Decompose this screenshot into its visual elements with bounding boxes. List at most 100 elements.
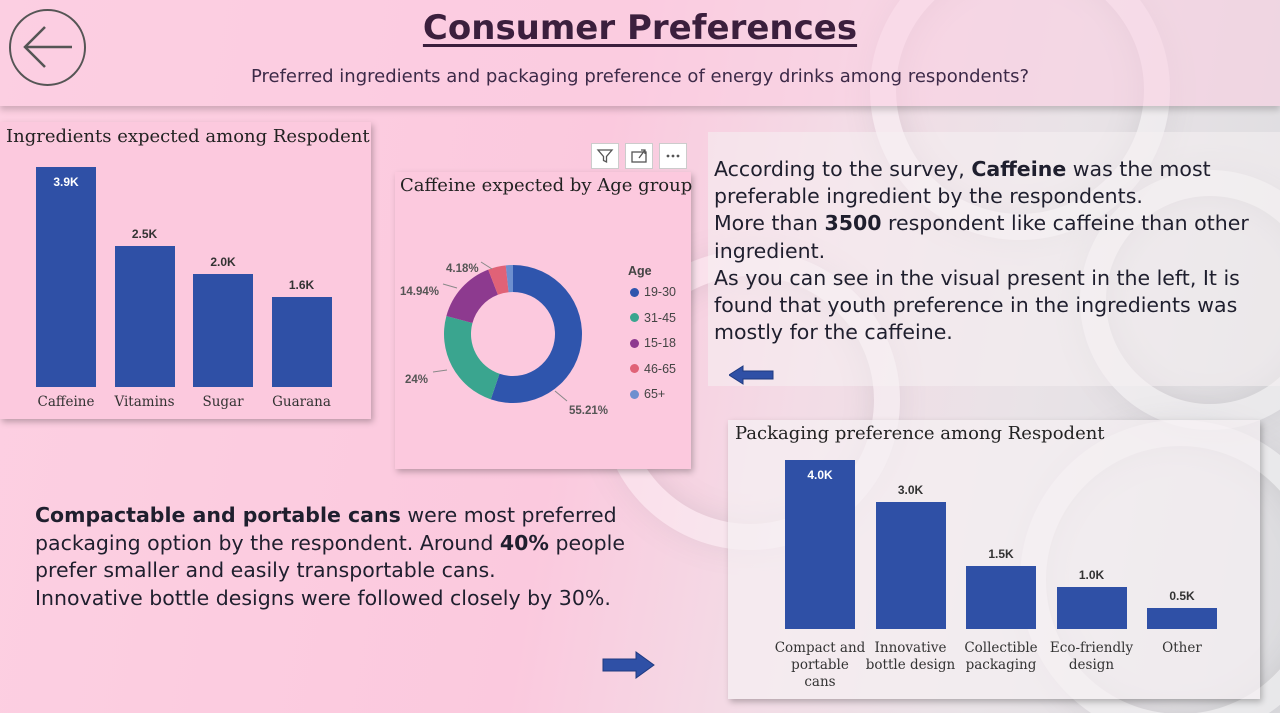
text-line: As you can see in the visual present in … bbox=[714, 265, 1249, 292]
text-line: preferable ingredient by the respondents… bbox=[714, 183, 1249, 210]
category-label-line: design bbox=[1068, 657, 1115, 673]
text-run: According to the survey, bbox=[714, 157, 972, 181]
text-run: Innovative bottle designs were followed … bbox=[35, 585, 611, 610]
text-line: Compactable and portable cans were most … bbox=[35, 502, 625, 530]
donut-slice-46-65[interactable] bbox=[488, 265, 509, 295]
donut-slice-15-18[interactable] bbox=[446, 269, 498, 324]
caffeine-donut-chart bbox=[432, 261, 582, 403]
legend-swatch bbox=[630, 338, 639, 348]
legend-item[interactable]: 15-18 bbox=[630, 336, 676, 350]
packaging-bar-chart: 4.0K Compact and portable cans 3.0K Innovativ… bbox=[728, 420, 1260, 699]
legend-title: Age bbox=[628, 264, 652, 278]
category-label-line: Vitamins bbox=[114, 394, 175, 410]
bar-guarana[interactable] bbox=[271, 296, 332, 387]
donut-data-label: 4.18% bbox=[446, 263, 479, 275]
focus-mode-button[interactable] bbox=[625, 143, 653, 169]
donut-slice-31-45[interactable] bbox=[444, 315, 500, 400]
category-label: Eco-friendly design bbox=[1042, 640, 1142, 674]
data-label: 0.5K bbox=[1169, 588, 1195, 603]
emphasis-text: Caffeine bbox=[971, 157, 1067, 181]
data-label: 1.6K bbox=[288, 277, 315, 292]
ingredients-insight-text: According to the survey, Caffeine was th… bbox=[714, 156, 1249, 346]
category-label-line: Innovative bbox=[874, 640, 947, 656]
text-line: According to the survey, Caffeine was th… bbox=[714, 156, 1249, 183]
data-label: 4.0K bbox=[807, 468, 833, 482]
left-arrow-icon bbox=[729, 365, 774, 385]
leader-line bbox=[432, 369, 448, 373]
text-line: prefer smaller and easily transportable … bbox=[35, 557, 625, 585]
bar-eco-friendly-design[interactable] bbox=[1056, 586, 1127, 629]
page-subtitle: Preferred ingredients and packaging pref… bbox=[250, 66, 1030, 87]
emphasis-text: 3500 bbox=[824, 211, 882, 236]
bar-innovative-bottle-design[interactable] bbox=[875, 502, 946, 629]
data-label: 2.0K bbox=[210, 255, 236, 270]
category-label-line: packaging bbox=[965, 657, 1037, 673]
text-run: More than bbox=[714, 211, 825, 236]
back-button[interactable] bbox=[9, 9, 86, 86]
header-banner: Consumer Preferences Preferred ingredien… bbox=[0, 0, 1280, 106]
text-run: prefer smaller and easily transportable … bbox=[35, 558, 496, 582]
text-line: found that youth preference in the ingre… bbox=[714, 292, 1249, 319]
donut-slice-19-30[interactable] bbox=[490, 265, 582, 403]
text-run: people bbox=[548, 530, 625, 555]
chart-title: Ingredients expected among Respodent bbox=[6, 126, 370, 147]
legend-item[interactable]: 46-65 bbox=[630, 362, 676, 376]
back-arrow-icon bbox=[23, 26, 72, 68]
donut-data-label: 55.21% bbox=[569, 405, 609, 417]
text-line: More than 3500 respondent like caffeine … bbox=[714, 210, 1249, 237]
ingredients-chart-panel[interactable]: Ingredients expected among Respodent 3.9… bbox=[0, 122, 371, 419]
text-run: were most preferred bbox=[400, 503, 617, 527]
chart-title: Packaging preference among Respodent bbox=[735, 423, 1105, 444]
text-line: ingredient. bbox=[714, 238, 1249, 265]
category-label: Compact and portable cans bbox=[770, 640, 870, 691]
leader-line bbox=[554, 390, 568, 402]
category-label-line: Compact and bbox=[774, 640, 866, 656]
data-label: 3.0K bbox=[897, 483, 924, 498]
bar-other[interactable] bbox=[1147, 607, 1217, 629]
packaging-chart-panel[interactable]: Packaging preference among Respodent 4.0… bbox=[728, 420, 1260, 699]
filter-icon bbox=[596, 149, 614, 164]
filter-button[interactable] bbox=[591, 143, 619, 169]
text-run: found that youth preference in the ingre… bbox=[714, 293, 1238, 318]
visual-header-icons bbox=[591, 143, 687, 169]
text-run: packaging option by the respondent. Arou… bbox=[35, 530, 500, 555]
text-run: As you can see in the visual present in … bbox=[714, 265, 1240, 290]
text-line: Innovative bottle designs were followed … bbox=[35, 585, 625, 613]
text-line: packaging option by the respondent. Arou… bbox=[35, 530, 625, 558]
legend-item[interactable]: 65+ bbox=[630, 387, 665, 401]
more-options-button[interactable] bbox=[659, 143, 687, 169]
category-label-line: Eco-friendly bbox=[1049, 640, 1134, 656]
data-label: 1.0K bbox=[1078, 567, 1105, 582]
category-label: Sugar bbox=[178, 394, 268, 411]
ingredients-bar-chart: 3.9K Caffeine 2.5K Vitamins 2.0K Sugar 1.6K Gua… bbox=[0, 122, 371, 419]
donut-slice-65+[interactable] bbox=[505, 265, 513, 293]
caffeine-age-chart-panel[interactable]: Caffeine expected by Age group Age 19-30… bbox=[395, 172, 692, 469]
leader-line bbox=[480, 261, 493, 270]
bar-collectible-packaging[interactable] bbox=[966, 565, 1036, 629]
emphasis-text: 40% bbox=[499, 530, 549, 555]
right-arrow-icon bbox=[602, 651, 655, 679]
category-label: Vitamins bbox=[100, 394, 190, 411]
category-label: Other bbox=[1132, 640, 1232, 657]
text-run: respondent like caffeine than other bbox=[881, 211, 1249, 236]
legend-label: 19-30 bbox=[644, 285, 676, 299]
legend-label: 31-45 bbox=[644, 310, 676, 325]
bar-sugar[interactable] bbox=[193, 274, 253, 387]
emphasis-text: Compactable and portable cans bbox=[35, 503, 401, 527]
bar-caffeine[interactable] bbox=[36, 167, 96, 387]
bar-vitamins[interactable] bbox=[114, 245, 175, 387]
data-label: 3.9K bbox=[53, 175, 79, 189]
focus-mode-icon bbox=[631, 149, 647, 163]
category-label-line: Guarana bbox=[272, 394, 331, 410]
legend-item[interactable]: 31-45 bbox=[630, 311, 676, 325]
leader-line bbox=[442, 283, 458, 289]
legend-label: 65+ bbox=[644, 387, 666, 401]
text-line: mostly for the caffeine. bbox=[714, 319, 1249, 346]
insight-box-ingredients bbox=[708, 132, 1280, 386]
bar-compact-and-portable-cans[interactable] bbox=[785, 460, 855, 629]
page-title: Consumer Preferences bbox=[422, 8, 858, 48]
text-run: was the most bbox=[1066, 157, 1211, 181]
donut-data-label: 24% bbox=[405, 374, 429, 386]
legend-item[interactable]: 19-30 bbox=[630, 285, 676, 299]
category-label-line: Collectible bbox=[964, 640, 1038, 656]
